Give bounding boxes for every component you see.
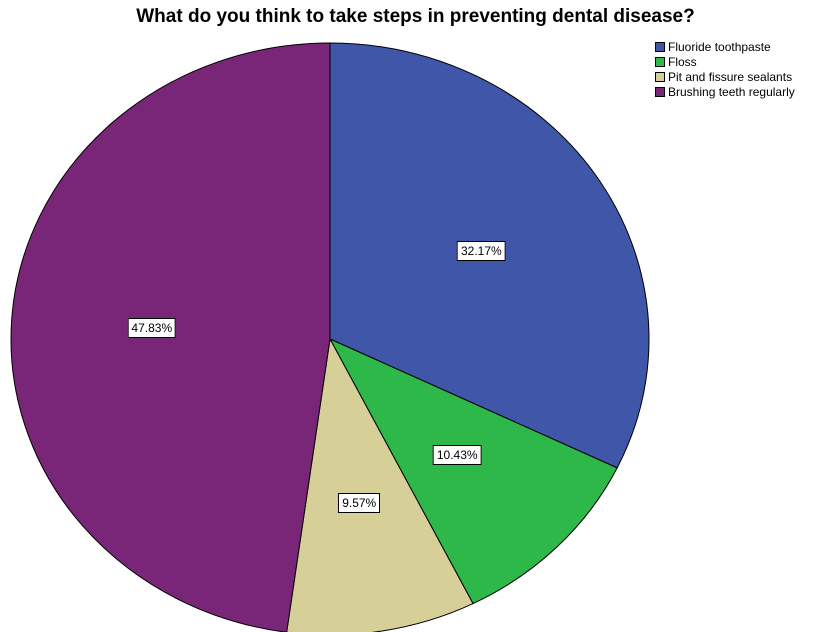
slice-label-1: 10.43% <box>432 445 482 466</box>
pie-slice-2 <box>286 337 474 632</box>
legend-swatch-2 <box>655 71 665 82</box>
legend-item-0: Fluoride toothpaste <box>655 39 795 54</box>
legend: Fluoride toothpaste Floss Pit and fissure … <box>655 39 795 99</box>
legend-label-2: Pit and fissure sealants <box>668 69 793 84</box>
slice-label-3: 47.83% <box>127 317 177 338</box>
legend-item-2: Pit and fissure sealants <box>655 69 795 84</box>
legend-item-3: Brushing teeth regularly <box>655 84 795 99</box>
legend-swatch-1 <box>655 56 665 67</box>
legend-swatch-0 <box>655 41 665 52</box>
pie-slice-1 <box>328 337 618 605</box>
legend-label-1: Floss <box>668 54 697 69</box>
chart-title: What do you think to take steps in preve… <box>136 6 695 27</box>
slice-label-0: 32.17% <box>456 240 506 261</box>
legend-item-1: Floss <box>655 54 795 69</box>
legend-label-0: Fluoride toothpaste <box>668 39 771 54</box>
legend-label-3: Brushing teeth regularly <box>668 84 795 99</box>
slice-label-2: 9.57% <box>338 492 381 513</box>
legend-swatch-3 <box>655 86 665 97</box>
